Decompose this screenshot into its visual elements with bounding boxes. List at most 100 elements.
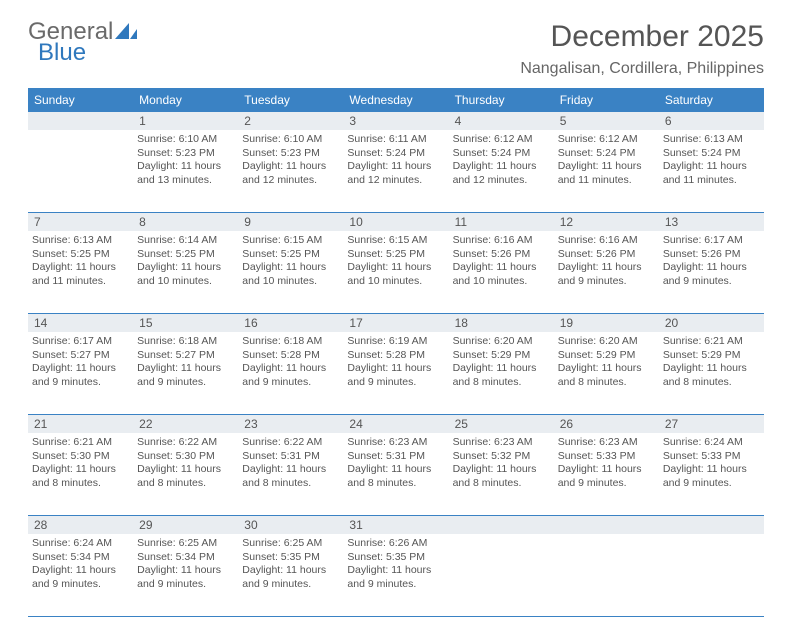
sunset-text: Sunset: 5:29 PM <box>558 349 655 363</box>
day-header-row: Sunday Monday Tuesday Wednesday Thursday… <box>28 88 764 112</box>
day-number: 4 <box>449 112 554 130</box>
calendar: Sunday Monday Tuesday Wednesday Thursday… <box>28 88 764 617</box>
sunset-text: Sunset: 5:28 PM <box>347 349 444 363</box>
day-number: 28 <box>28 516 133 534</box>
day-number: 5 <box>554 112 659 130</box>
sunrise-text: Sunrise: 6:17 AM <box>663 234 760 248</box>
day-cell: Sunrise: 6:15 AMSunset: 5:25 PMDaylight:… <box>238 231 343 313</box>
day-number: 13 <box>659 213 764 231</box>
daylight-text: Daylight: 11 hours and 8 minutes. <box>347 463 444 490</box>
day-cell: Sunrise: 6:24 AMSunset: 5:33 PMDaylight:… <box>659 433 764 515</box>
sunset-text: Sunset: 5:24 PM <box>663 147 760 161</box>
day-cell: Sunrise: 6:14 AMSunset: 5:25 PMDaylight:… <box>133 231 238 313</box>
day-number: 30 <box>238 516 343 534</box>
day-cell: Sunrise: 6:24 AMSunset: 5:34 PMDaylight:… <box>28 534 133 616</box>
sunset-text: Sunset: 5:34 PM <box>137 551 234 565</box>
sunrise-text: Sunrise: 6:18 AM <box>242 335 339 349</box>
day-cell <box>449 534 554 616</box>
daynum-row: 78910111213 <box>28 213 764 231</box>
sunset-text: Sunset: 5:23 PM <box>137 147 234 161</box>
day-number: 31 <box>343 516 448 534</box>
sunrise-text: Sunrise: 6:11 AM <box>347 133 444 147</box>
sunrise-text: Sunrise: 6:13 AM <box>663 133 760 147</box>
daylight-text: Daylight: 11 hours and 8 minutes. <box>453 463 550 490</box>
day-cell: Sunrise: 6:21 AMSunset: 5:30 PMDaylight:… <box>28 433 133 515</box>
day-cell: Sunrise: 6:23 AMSunset: 5:31 PMDaylight:… <box>343 433 448 515</box>
day-cell: Sunrise: 6:25 AMSunset: 5:35 PMDaylight:… <box>238 534 343 616</box>
day-number: 19 <box>554 314 659 332</box>
day-cell: Sunrise: 6:19 AMSunset: 5:28 PMDaylight:… <box>343 332 448 414</box>
location: Nangalisan, Cordillera, Philippines <box>520 60 764 78</box>
daylight-text: Daylight: 11 hours and 9 minutes. <box>137 564 234 591</box>
title-block: December 2025 Nangalisan, Cordillera, Ph… <box>520 20 764 78</box>
logo-sail-icon <box>115 23 137 39</box>
daylight-text: Daylight: 11 hours and 8 minutes. <box>558 362 655 389</box>
sunset-text: Sunset: 5:25 PM <box>32 248 129 262</box>
sunset-text: Sunset: 5:31 PM <box>347 450 444 464</box>
day-cell: Sunrise: 6:23 AMSunset: 5:33 PMDaylight:… <box>554 433 659 515</box>
sunset-text: Sunset: 5:35 PM <box>347 551 444 565</box>
day-number: 20 <box>659 314 764 332</box>
day-number: 3 <box>343 112 448 130</box>
daylight-text: Daylight: 11 hours and 10 minutes. <box>242 261 339 288</box>
daylight-text: Daylight: 11 hours and 10 minutes. <box>347 261 444 288</box>
day-number: 8 <box>133 213 238 231</box>
day-number: 18 <box>449 314 554 332</box>
daylight-text: Daylight: 11 hours and 9 minutes. <box>663 463 760 490</box>
day-header-wed: Wednesday <box>343 88 448 112</box>
day-cell: Sunrise: 6:11 AMSunset: 5:24 PMDaylight:… <box>343 130 448 212</box>
day-number: 22 <box>133 415 238 433</box>
daylight-text: Daylight: 11 hours and 12 minutes. <box>347 160 444 187</box>
daylight-text: Daylight: 11 hours and 9 minutes. <box>663 261 760 288</box>
day-cell: Sunrise: 6:12 AMSunset: 5:24 PMDaylight:… <box>554 130 659 212</box>
sunset-text: Sunset: 5:33 PM <box>663 450 760 464</box>
day-cell: Sunrise: 6:17 AMSunset: 5:27 PMDaylight:… <box>28 332 133 414</box>
sunrise-text: Sunrise: 6:23 AM <box>347 436 444 450</box>
week-row: Sunrise: 6:13 AMSunset: 5:25 PMDaylight:… <box>28 231 764 314</box>
sunrise-text: Sunrise: 6:23 AM <box>558 436 655 450</box>
daylight-text: Daylight: 11 hours and 9 minutes. <box>347 362 444 389</box>
day-number: 24 <box>343 415 448 433</box>
sunrise-text: Sunrise: 6:10 AM <box>137 133 234 147</box>
daylight-text: Daylight: 11 hours and 9 minutes. <box>558 261 655 288</box>
sunset-text: Sunset: 5:26 PM <box>453 248 550 262</box>
day-header-sun: Sunday <box>28 88 133 112</box>
sunrise-text: Sunrise: 6:24 AM <box>32 537 129 551</box>
sunrise-text: Sunrise: 6:21 AM <box>663 335 760 349</box>
sunrise-text: Sunrise: 6:26 AM <box>347 537 444 551</box>
logo: General Blue <box>28 20 137 65</box>
day-cell: Sunrise: 6:18 AMSunset: 5:28 PMDaylight:… <box>238 332 343 414</box>
day-cell: Sunrise: 6:17 AMSunset: 5:26 PMDaylight:… <box>659 231 764 313</box>
daynum-row: 14151617181920 <box>28 314 764 332</box>
day-number: 23 <box>238 415 343 433</box>
daylight-text: Daylight: 11 hours and 9 minutes. <box>242 362 339 389</box>
daylight-text: Daylight: 11 hours and 8 minutes. <box>453 362 550 389</box>
daylight-text: Daylight: 11 hours and 10 minutes. <box>453 261 550 288</box>
month-title: December 2025 <box>520 20 764 54</box>
sunrise-text: Sunrise: 6:15 AM <box>347 234 444 248</box>
daylight-text: Daylight: 11 hours and 8 minutes. <box>137 463 234 490</box>
sunset-text: Sunset: 5:26 PM <box>558 248 655 262</box>
day-number: 16 <box>238 314 343 332</box>
daylight-text: Daylight: 11 hours and 9 minutes. <box>137 362 234 389</box>
sunrise-text: Sunrise: 6:25 AM <box>242 537 339 551</box>
day-number: 14 <box>28 314 133 332</box>
daylight-text: Daylight: 11 hours and 13 minutes. <box>137 160 234 187</box>
daylight-text: Daylight: 11 hours and 9 minutes. <box>347 564 444 591</box>
day-cell: Sunrise: 6:20 AMSunset: 5:29 PMDaylight:… <box>449 332 554 414</box>
day-number: 21 <box>28 415 133 433</box>
day-number: 15 <box>133 314 238 332</box>
sunset-text: Sunset: 5:28 PM <box>242 349 339 363</box>
week-row: Sunrise: 6:24 AMSunset: 5:34 PMDaylight:… <box>28 534 764 617</box>
sunset-text: Sunset: 5:24 PM <box>347 147 444 161</box>
day-number: 17 <box>343 314 448 332</box>
daylight-text: Daylight: 11 hours and 8 minutes. <box>242 463 339 490</box>
sunset-text: Sunset: 5:29 PM <box>453 349 550 363</box>
day-cell: Sunrise: 6:13 AMSunset: 5:24 PMDaylight:… <box>659 130 764 212</box>
day-header-sat: Saturday <box>659 88 764 112</box>
sunrise-text: Sunrise: 6:12 AM <box>558 133 655 147</box>
daylight-text: Daylight: 11 hours and 12 minutes. <box>242 160 339 187</box>
day-cell: Sunrise: 6:15 AMSunset: 5:25 PMDaylight:… <box>343 231 448 313</box>
sunrise-text: Sunrise: 6:16 AM <box>558 234 655 248</box>
sunset-text: Sunset: 5:23 PM <box>242 147 339 161</box>
